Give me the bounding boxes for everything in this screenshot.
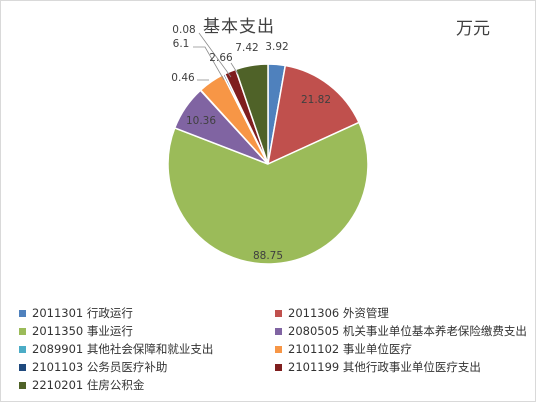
legend-item-2101102: 2101102 事业单位医疗 (275, 341, 412, 357)
legend-label: 2080505 机关事业单位基本养老保险缴费支出 (288, 324, 527, 338)
data-label-2011301: 3.92 (265, 41, 288, 53)
legend-item-2101199: 2101199 其他行政事业单位医疗支出 (275, 359, 481, 375)
data-label-2210201: 7.42 (235, 42, 258, 54)
legend-item-2101103: 2101103 公务员医疗补助 (19, 359, 167, 375)
leader-line-2101199 (230, 62, 239, 75)
legend-label: 2011301 行政运行 (32, 306, 133, 320)
legend-label: 2101199 其他行政事业单位医疗支出 (288, 360, 481, 374)
legend-item-2210201: 2210201 住房公积金 (19, 377, 144, 393)
legend-item-2089901: 2089901 其他社会保障和就业支出 (19, 341, 213, 357)
leader-line-2101102 (193, 46, 225, 81)
legend-swatch (19, 381, 26, 389)
legend-label: 2089901 其他社会保障和就业支出 (32, 342, 214, 356)
data-label-2011306: 21.82 (301, 94, 331, 106)
data-label-2101199: 2.66 (209, 52, 233, 64)
data-label-2101102: 6.1 (173, 38, 190, 50)
pie-slice-2011350 (167, 121, 369, 265)
legend-item-2011350: 2011350 事业运行 (19, 323, 133, 339)
chart-title: 基本支出 (203, 17, 275, 37)
legend-item-2080505: 2080505 机关事业单位基本养老保险缴费支出 (275, 323, 527, 339)
legend-swatch (19, 345, 26, 353)
legend-swatch (19, 363, 26, 371)
pie-slice-2011306 (267, 64, 360, 166)
legend-swatch (275, 363, 282, 371)
legend-label: 2101103 公务员医疗补助 (32, 360, 168, 374)
legend-swatch (19, 309, 26, 317)
chart-unit: 万元 (456, 19, 490, 39)
legend-swatch (19, 327, 26, 335)
data-label-2011350: 88.75 (253, 250, 283, 262)
legend-swatch (275, 345, 282, 353)
legend-swatch (275, 309, 282, 317)
legend-item-2011306: 2011306 外资管理 (275, 305, 389, 321)
pie-slice-2210201 (234, 63, 269, 165)
legend-label: 2101102 事业单位医疗 (288, 342, 412, 356)
legend-label: 2210201 住房公积金 (32, 378, 145, 392)
data-label-2101103: 0.46 (171, 72, 195, 84)
legend-swatch (275, 327, 282, 335)
data-label-2080505: 10.36 (186, 115, 216, 127)
legend-item-2011301: 2011301 行政运行 (19, 305, 133, 321)
legend-label: 2011350 事业运行 (32, 324, 133, 338)
data-label-2089901: 0.08 (172, 24, 195, 36)
leader-line-2089901 (198, 32, 232, 78)
legend-label: 2011306 外资管理 (288, 306, 389, 320)
